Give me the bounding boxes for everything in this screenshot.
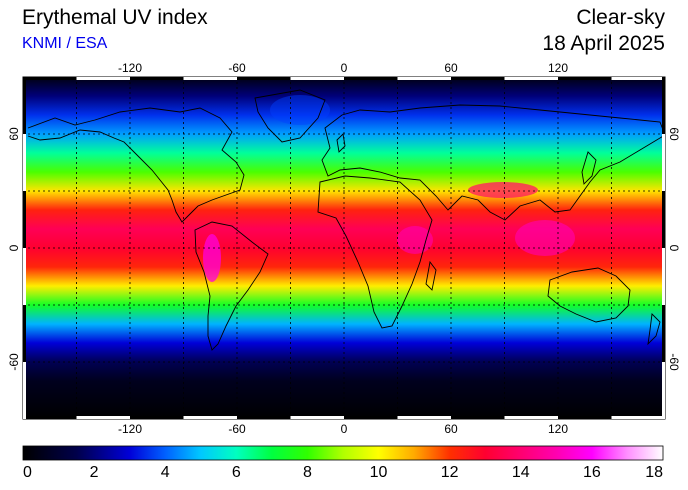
frame-segment-right: [662, 305, 665, 362]
tibet-high-uv: [468, 182, 538, 198]
frame-segment-top: [290, 77, 344, 80]
greenland-coast: [254, 89, 326, 143]
lat-tick-label-right: 60: [667, 127, 681, 141]
lon-tick-label-bottom: 60: [444, 422, 458, 436]
frame-segment-left: [23, 134, 26, 191]
frame-segment-top: [237, 77, 291, 80]
lon-tick-label-bottom: -60: [228, 422, 246, 436]
frame-segment-right: [662, 134, 665, 191]
lat-tick-label-right: 0: [667, 245, 681, 252]
lon-tick-label-bottom: -120: [118, 422, 142, 436]
frame-segment-bottom: [183, 416, 237, 419]
frame-segment-top: [611, 77, 665, 80]
lat-tick-label-left: 60: [7, 127, 21, 141]
frame-segment-bottom: [130, 416, 184, 419]
frame-segment-left: [23, 305, 26, 362]
frame-segment-bottom: [344, 416, 398, 419]
lon-tick-label-bottom: 120: [548, 422, 568, 436]
andes-high-uv: [203, 234, 221, 282]
frame-segment-left: [23, 248, 26, 305]
frame-segment-bottom: [611, 416, 665, 419]
frame-ticks: [23, 77, 665, 419]
frame-segment-left: [23, 77, 26, 134]
frame-segment-right: [662, 77, 665, 134]
regional-highlights: [203, 95, 575, 282]
coastlines: [27, 89, 665, 351]
frame-segment-bottom: [23, 416, 77, 419]
colorbar-tick-label: 6: [232, 464, 241, 481]
lon-tick-label-bottom: 0: [341, 422, 348, 436]
frame-segment-top: [504, 77, 558, 80]
colorbar-tick-label: 2: [90, 464, 99, 481]
lon-tick-label-top: -120: [118, 61, 142, 75]
colorbar-tick-label: 14: [512, 464, 530, 481]
africa-coast: [317, 175, 433, 329]
lat-tick-label-right: -60: [667, 353, 681, 371]
frame-segment-top: [397, 77, 451, 80]
lat-labels-left: 60 0 -60: [7, 127, 21, 371]
colorbar-tick-label: 16: [583, 464, 601, 481]
lon-tick-label-top: 60: [444, 61, 458, 75]
lat-labels-right: 60 0 -60: [667, 127, 681, 371]
lon-tick-label-top: -60: [228, 61, 246, 75]
colorbar-tick-label: 10: [370, 464, 388, 481]
madagascar-coast: [425, 260, 437, 291]
frame-segment-bottom: [451, 416, 505, 419]
frame-segment-bottom: [290, 416, 344, 419]
colorbar-tick-label: 8: [303, 464, 312, 481]
frame-segment-top: [23, 77, 77, 80]
frame-segment-left: [23, 362, 26, 419]
lon-labels-top: -120 -60 0 60 120: [118, 61, 568, 75]
lon-tick-label-top: 120: [548, 61, 568, 75]
south-america-coast: [194, 221, 269, 351]
frame-segment-top: [130, 77, 184, 80]
frame-segment-left: [23, 191, 26, 248]
japan-coast: [581, 151, 597, 185]
frame-segment-bottom: [76, 416, 130, 419]
frame-segment-bottom: [504, 416, 558, 419]
colorbar-ticks: 0 2 4 6 8 10 12 14 16 18: [23, 464, 663, 481]
lat-tick-label-left: 0: [7, 244, 21, 251]
date-label: 18 April 2025: [542, 32, 665, 55]
lon-labels-bottom: -120 -60 0 60 120: [118, 422, 568, 436]
eurasia-coast: [321, 104, 665, 221]
frame-segment-top: [344, 77, 398, 80]
frame-segment-bottom: [558, 416, 612, 419]
colorbar-tick-label: 12: [441, 464, 459, 481]
source-label: KNMI / ESA: [22, 35, 108, 52]
lon-tick-label-top: 0: [341, 61, 348, 75]
map-title: Erythemal UV index: [22, 6, 208, 29]
colorbar-ramp: [22, 445, 664, 461]
uk-coast: [336, 133, 346, 153]
colorbar-tick-label: 4: [161, 464, 170, 481]
graticule: [23, 77, 665, 419]
colorbar-tick-label: 0: [23, 464, 32, 481]
indonesia-high-uv: [515, 220, 575, 256]
greenland-low-uv: [270, 95, 330, 125]
east-africa-high-uv: [397, 226, 433, 254]
new-zealand-coast: [647, 313, 661, 346]
north-america-coast: [27, 107, 245, 223]
australia-coast: [547, 267, 631, 323]
lat-tick-label-left: -60: [7, 353, 21, 371]
frame-segment-top: [558, 77, 612, 80]
colorbar: 0 2 4 6 8 10 12 14 16 18: [22, 445, 664, 481]
product-label: Clear-sky: [576, 6, 665, 29]
map-area: [22, 76, 666, 420]
frame-segment-right: [662, 362, 665, 419]
frame-segment-top: [76, 77, 130, 80]
frame-segment-right: [662, 191, 665, 248]
colorbar-tick-label: 18: [645, 464, 663, 481]
frame-segment-top: [183, 77, 237, 80]
frame-segment-right: [662, 248, 665, 305]
frame-segment-bottom: [397, 416, 451, 419]
frame-segment-bottom: [237, 416, 291, 419]
frame-segment-top: [451, 77, 505, 80]
